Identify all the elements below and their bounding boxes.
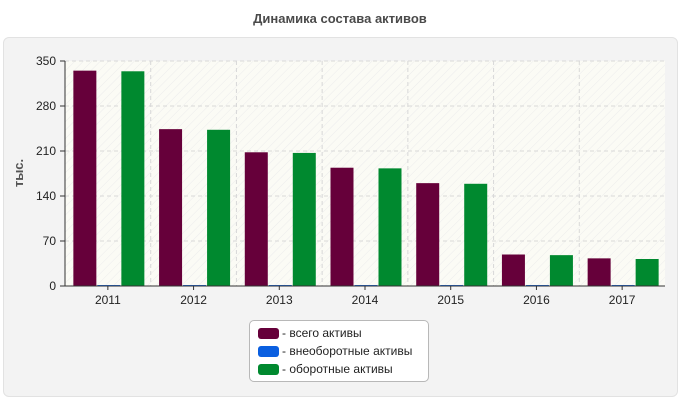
- axes: [60, 60, 665, 290]
- bar-total-2012[interactable]: [159, 129, 183, 286]
- legend-swatch-total: [258, 327, 279, 339]
- y-tick-label: 350: [36, 54, 56, 68]
- bar-total-2016[interactable]: [501, 254, 525, 287]
- legend-label-noncurrent: - внеоборотные активы: [282, 344, 413, 358]
- bar-current-2015[interactable]: [464, 183, 488, 286]
- y-tick-label: 70: [43, 234, 57, 248]
- bar-total-2015[interactable]: [416, 183, 440, 286]
- y-axis-label: тыс.: [11, 159, 26, 187]
- legend-swatch-noncurrent: [258, 345, 279, 357]
- x-tick-label: 2011: [95, 293, 121, 307]
- bar-current-2014[interactable]: [378, 168, 402, 286]
- plot-area: [65, 61, 665, 286]
- bar-total-2017[interactable]: [587, 258, 611, 286]
- bar-total-2013[interactable]: [244, 152, 268, 286]
- chart-title: Динамика состава активов: [253, 11, 427, 26]
- x-tick-label: 2016: [523, 293, 550, 307]
- y-tick-label: 280: [36, 99, 56, 113]
- tick-labels: 0 70 140 210 280 350 2011 2012 2013 2014 2015 2016 2…: [36, 54, 636, 307]
- legend-label-current: - оборотные активы: [282, 362, 393, 376]
- bar-current-2017[interactable]: [635, 259, 659, 286]
- bar-current-2016[interactable]: [549, 255, 573, 286]
- bar-current-2011[interactable]: [121, 71, 145, 287]
- x-tick-label: 2015: [437, 293, 464, 307]
- x-tick-label: 2017: [609, 293, 636, 307]
- y-tick-label: 0: [49, 279, 56, 293]
- y-tick-label: 140: [36, 189, 56, 203]
- x-tick-label: 2013: [266, 293, 293, 307]
- legend-item-current[interactable]: - оборотные активы: [258, 360, 428, 378]
- bar-total-2014[interactable]: [330, 167, 354, 286]
- bars: [73, 70, 659, 287]
- legend-item-total[interactable]: - всего активы: [258, 324, 428, 342]
- legend: - всего активы - внеоборотные активы - о…: [249, 320, 429, 382]
- legend-swatch-current: [258, 363, 279, 375]
- x-tick-label: 2014: [352, 293, 379, 307]
- bar-current-2013[interactable]: [292, 152, 316, 286]
- bar-total-2011[interactable]: [73, 70, 97, 287]
- bar-current-2012[interactable]: [207, 129, 231, 286]
- x-tick-label: 2012: [180, 293, 207, 307]
- legend-item-noncurrent[interactable]: - внеоборотные активы: [258, 342, 428, 360]
- legend-label-total: - всего активы: [282, 326, 362, 340]
- y-tick-label: 210: [36, 144, 56, 158]
